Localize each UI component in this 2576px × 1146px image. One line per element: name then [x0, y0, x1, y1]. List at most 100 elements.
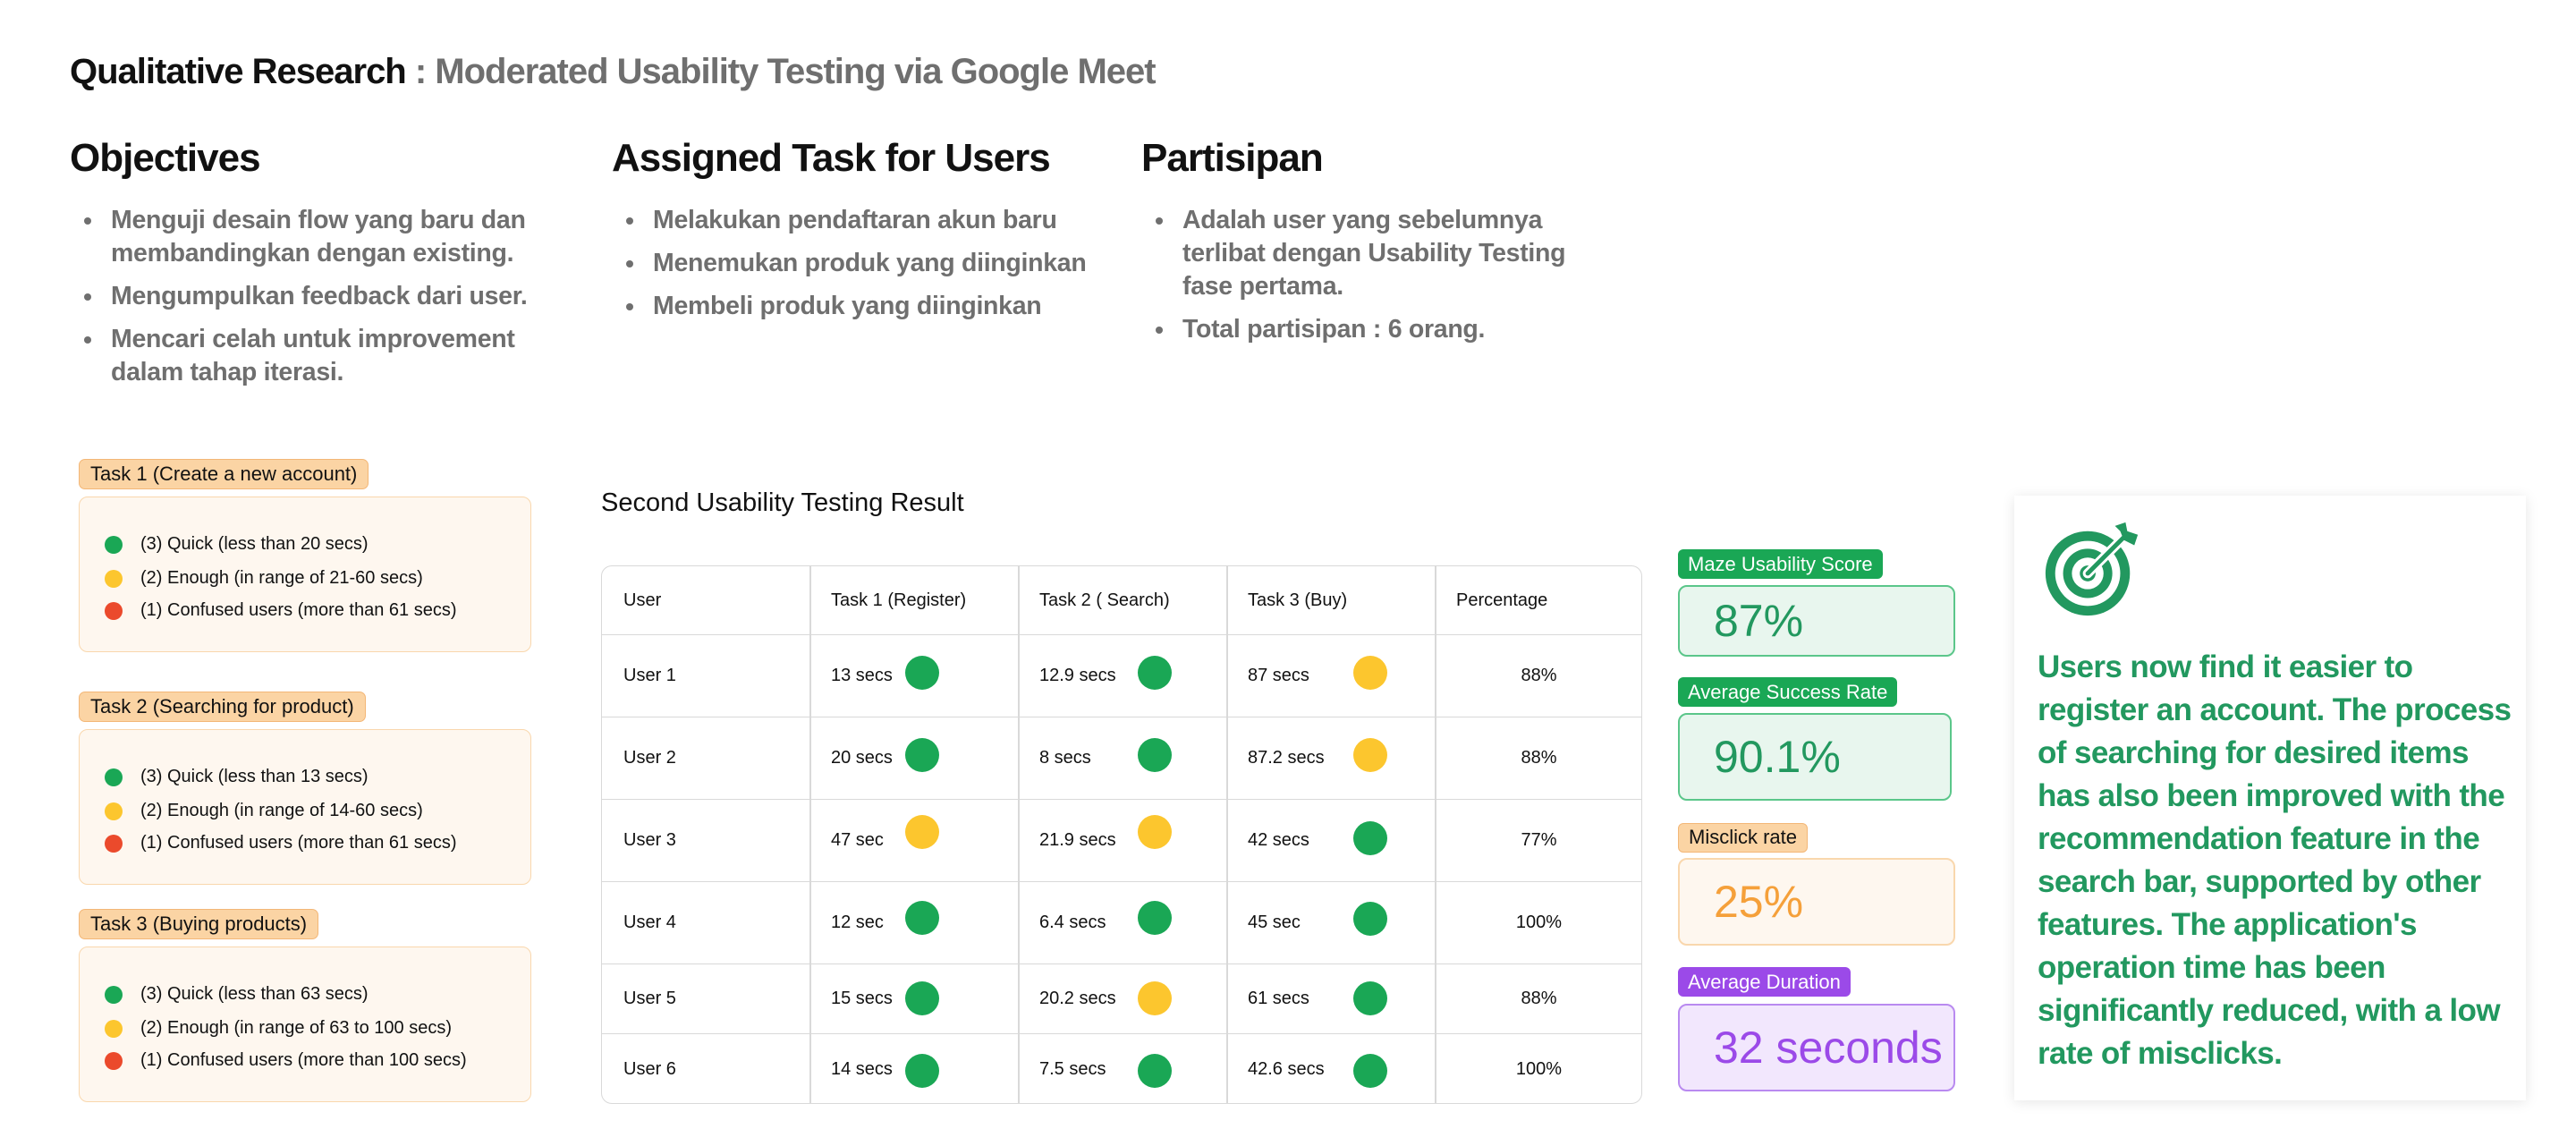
status-dot-icon — [1353, 656, 1387, 690]
legend-label: (2) Enough (in range of 14-60 secs) — [140, 801, 423, 820]
red-dot-icon — [105, 834, 123, 853]
task1-legend-tag: Task 1 (Create a new account) — [79, 459, 369, 489]
status-dot-icon — [1138, 815, 1172, 849]
assigned-tasks-section: Assigned Task for Users Melakukan pendaf… — [612, 136, 1113, 333]
page-title-subtitle: : Moderated Usability Testing via Google… — [405, 52, 1157, 91]
cell-task1: 12 sec — [831, 913, 884, 932]
legend-row-quick: (3) Quick (less than 20 secs) — [105, 534, 369, 555]
average-duration-tag: Average Duration — [1678, 967, 1851, 997]
participants-item: Adalah user yang sebelumnya terlibat den… — [1156, 204, 1589, 303]
status-dot-icon — [1138, 981, 1172, 1015]
cell-task1: 15 secs — [831, 989, 893, 1008]
table-row: User 5 15 secs 20.2 secs 61 secs 88% — [602, 964, 1641, 1034]
maze-score-tag: Maze Usability Score — [1678, 549, 1883, 579]
cell-task3: 45 sec — [1248, 913, 1301, 932]
insight-card: Users now find it easier to register an … — [2014, 496, 2526, 1100]
cell-task3: 42.6 secs — [1248, 1059, 1325, 1079]
cell-percentage: 77% — [1521, 830, 1557, 850]
cell-user: User 5 — [623, 989, 676, 1008]
status-dot-icon — [1353, 902, 1387, 936]
legend-label: (3) Quick (less than 63 secs) — [140, 984, 369, 1004]
status-dot-icon — [1353, 1054, 1387, 1088]
task2-legend-box: (3) Quick (less than 13 secs) (2) Enough… — [79, 729, 531, 885]
column-divider — [809, 566, 811, 1103]
objectives-item: Mengumpulkan feedback dari user. — [84, 280, 553, 313]
column-divider — [1018, 566, 1020, 1103]
green-dot-icon — [105, 768, 123, 786]
cell-percentage: 100% — [1515, 913, 1563, 932]
misclick-rate-tag: Misclick rate — [1678, 823, 1809, 853]
status-dot-icon — [1138, 738, 1172, 772]
status-dot-icon — [1353, 821, 1387, 855]
task2-legend-tag: Task 2 (Searching for product) — [79, 692, 366, 722]
participants-item: Total partisipan : 6 orang. — [1156, 313, 1589, 346]
assigned-task-item: Melakukan pendaftaran akun baru — [626, 204, 1113, 237]
results-table-title: Second Usability Testing Result — [601, 488, 964, 517]
cell-task3: 42 secs — [1248, 830, 1309, 850]
header-task1: Task 1 (Register) — [831, 590, 967, 610]
legend-label: (2) Enough (in range of 21-60 secs) — [140, 568, 423, 588]
task3-legend-tag: Task 3 (Buying products) — [79, 909, 319, 939]
cell-percentage: 88% — [1521, 748, 1557, 768]
misclick-rate-value: 25% — [1678, 858, 1955, 946]
objectives-title: Objectives — [70, 136, 261, 180]
page-title: Qualitative Research : Moderated Usabili… — [70, 52, 1157, 92]
cell-percentage: 88% — [1521, 666, 1557, 685]
insight-text: Users now find it easier to register an … — [2038, 649, 2512, 1071]
table-header-row: User Task 1 (Register) Task 2 ( Search) … — [602, 566, 1641, 635]
target-icon — [2045, 522, 2139, 616]
legend-label: (1) Confused users (more than 100 secs) — [140, 1050, 467, 1070]
cell-task1: 13 secs — [831, 666, 893, 685]
maze-score-value: 87% — [1678, 585, 1955, 657]
cell-task2: 12.9 secs — [1039, 666, 1116, 685]
yellow-dot-icon — [105, 1019, 123, 1038]
average-duration-value: 32 seconds — [1678, 1004, 1955, 1091]
status-dot-icon — [905, 981, 939, 1015]
legend-row-enough: (2) Enough (in range of 21-60 secs) — [105, 568, 423, 589]
legend-row-confused: (1) Confused users (more than 100 secs) — [105, 1050, 467, 1071]
cell-percentage: 88% — [1521, 989, 1557, 1008]
cell-user: User 4 — [623, 913, 676, 932]
status-dot-icon — [905, 738, 939, 772]
cell-task2: 21.9 secs — [1039, 830, 1116, 850]
yellow-dot-icon — [105, 802, 123, 820]
table-row: User 1 13 secs 12.9 secs 87 secs 88% — [602, 635, 1641, 717]
assigned-task-item: Membeli produk yang diinginkan — [626, 290, 1113, 323]
cell-user: User 6 — [623, 1059, 676, 1079]
table-row: User 4 12 sec 6.4 secs 45 sec 100% — [602, 882, 1641, 964]
header-percentage: Percentage — [1456, 590, 1548, 610]
status-dot-icon — [1138, 901, 1172, 935]
participants-title: Partisipan — [1141, 136, 1324, 180]
objectives-list: Menguji desain flow yang baru dan memban… — [70, 204, 553, 389]
participants-list: Adalah user yang sebelumnya terlibat den… — [1141, 204, 1589, 346]
yellow-dot-icon — [105, 569, 123, 588]
cell-task2: 6.4 secs — [1039, 913, 1106, 932]
legend-row-quick: (3) Quick (less than 13 secs) — [105, 767, 369, 787]
task1-legend-box: (3) Quick (less than 20 secs) (2) Enough… — [79, 497, 531, 652]
legend-label: (2) Enough (in range of 63 to 100 secs) — [140, 1018, 452, 1038]
cell-user: User 2 — [623, 748, 676, 768]
table-row: User 3 47 sec 21.9 secs 42 secs 77% — [602, 800, 1641, 882]
table-row: User 2 20 secs 8 secs 87.2 secs 88% — [602, 717, 1641, 800]
header-task2: Task 2 ( Search) — [1039, 590, 1170, 610]
legend-row-enough: (2) Enough (in range of 63 to 100 secs) — [105, 1018, 452, 1039]
status-dot-icon — [905, 901, 939, 935]
status-dot-icon — [905, 1054, 939, 1088]
legend-row-confused: (1) Confused users (more than 61 secs) — [105, 600, 457, 621]
cell-task3: 87.2 secs — [1248, 748, 1325, 768]
header-task3: Task 3 (Buy) — [1248, 590, 1348, 610]
legend-row-confused: (1) Confused users (more than 61 secs) — [105, 833, 457, 853]
column-divider — [1435, 566, 1436, 1103]
status-dot-icon — [1138, 656, 1172, 690]
status-dot-icon — [1353, 981, 1387, 1015]
cell-task1: 47 sec — [831, 830, 884, 850]
legend-label: (1) Confused users (more than 61 secs) — [140, 600, 457, 620]
cell-task1: 20 secs — [831, 748, 893, 768]
cell-user: User 1 — [623, 666, 676, 685]
status-dot-icon — [905, 815, 939, 849]
legend-label: (1) Confused users (more than 61 secs) — [140, 833, 457, 853]
legend-label: (3) Quick (less than 20 secs) — [140, 534, 369, 554]
cell-task3: 87 secs — [1248, 666, 1309, 685]
results-table: User Task 1 (Register) Task 2 ( Search) … — [601, 565, 1642, 1104]
legend-row-enough: (2) Enough (in range of 14-60 secs) — [105, 801, 423, 821]
